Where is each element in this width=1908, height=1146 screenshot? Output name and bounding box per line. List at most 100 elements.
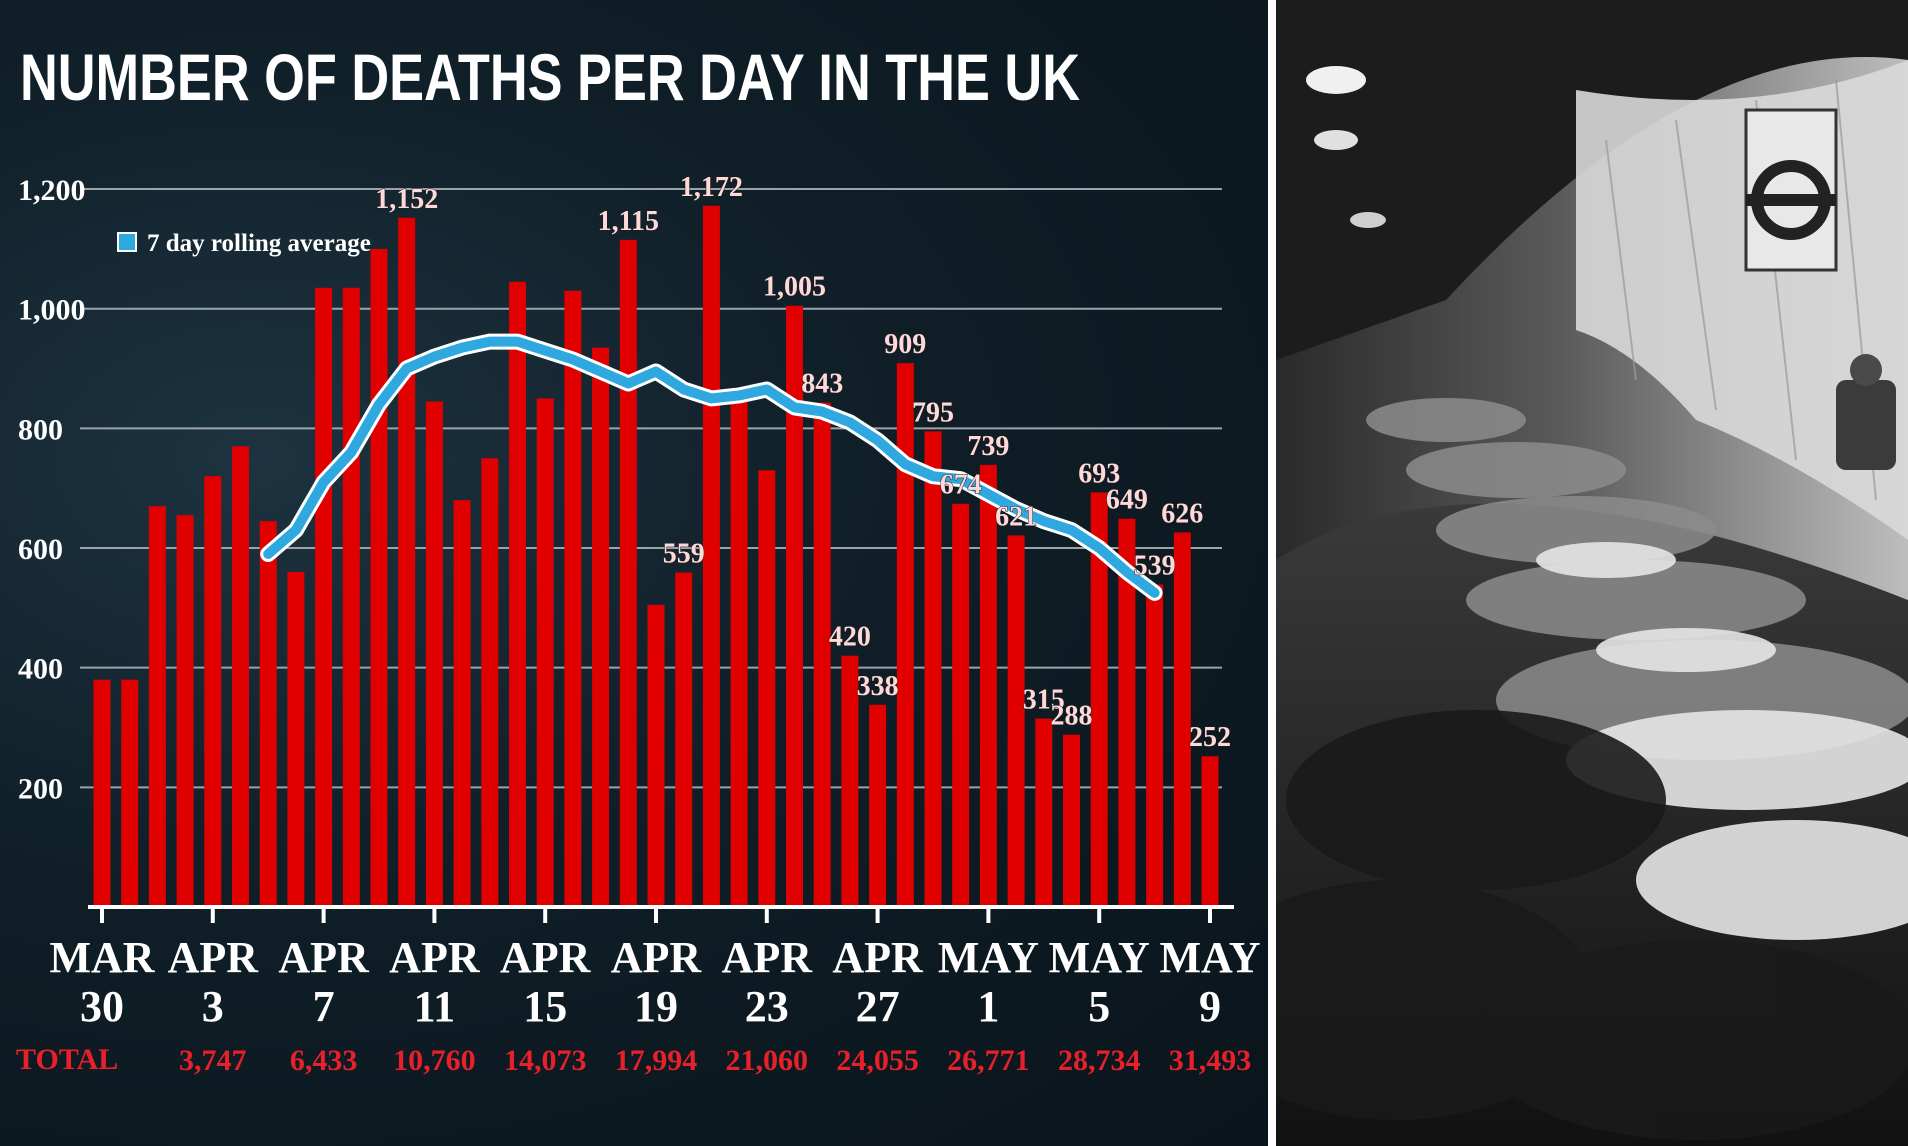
- x-tick-label-month: APR: [168, 933, 260, 982]
- data-label: 739: [967, 431, 1009, 462]
- x-tick-label-month: APR: [611, 933, 703, 982]
- bar: [592, 347, 610, 908]
- totals-row: TOTAL 3,747 6,433 10,760 14,073 17,994 21,060…: [16, 1043, 1251, 1077]
- x-tick-label-month: MAY: [938, 933, 1039, 982]
- rolling-average-series: [263, 336, 1160, 598]
- panel-divider: [1268, 0, 1276, 1146]
- total-value: 31,493: [1169, 1044, 1252, 1077]
- data-label: 1,172: [680, 172, 743, 203]
- bar: [1035, 718, 1053, 907]
- deaths-bar-chart: NUMBER OF DEATHS PER DAY IN THE UK 200 40…: [16, 40, 1260, 1077]
- x-tick-label-day: 9: [1199, 982, 1221, 1031]
- data-label: 795: [912, 397, 954, 428]
- data-labels: 1,152 1,115 559 1,172 1,005 843 420 338 909 795 67…: [375, 171, 1232, 753]
- total-value: 14,073: [504, 1044, 587, 1077]
- y-tick-label: 400: [18, 653, 63, 686]
- bar: [1146, 584, 1164, 907]
- data-label: 315: [1023, 685, 1065, 716]
- y-tick-label: 1,000: [18, 294, 86, 327]
- bar: [619, 239, 637, 907]
- bar: [952, 503, 970, 907]
- bar: [93, 679, 111, 907]
- total-value: 24,055: [836, 1044, 919, 1077]
- legend: 7 day rolling average: [117, 230, 371, 257]
- x-tick-label-day: 7: [313, 982, 335, 1031]
- data-label: 626: [1161, 498, 1203, 529]
- total-value: 28,734: [1058, 1044, 1141, 1077]
- data-label: 420: [829, 622, 871, 653]
- bar: [232, 446, 249, 907]
- bar: [398, 217, 416, 907]
- total-value: 10,760: [393, 1044, 476, 1077]
- data-label: 338: [857, 671, 899, 702]
- data-label: 1,152: [375, 184, 438, 215]
- y-tick-label: 200: [18, 772, 63, 805]
- total-value: 6,433: [290, 1044, 358, 1077]
- x-tick-label-day: 11: [414, 982, 456, 1031]
- bar: [536, 398, 554, 907]
- x-tick-label-month: APR: [389, 933, 481, 982]
- data-label: 621: [995, 501, 1037, 532]
- bar: [1090, 492, 1108, 907]
- bar: [979, 464, 997, 907]
- bar: [287, 571, 305, 907]
- x-tick-label-month: APR: [722, 933, 814, 982]
- bar: [1201, 756, 1219, 907]
- x-tick-label-month: MAY: [1159, 933, 1260, 982]
- bar: [869, 704, 887, 907]
- bar: [342, 287, 360, 907]
- legend-label: 7 day rolling average: [147, 230, 371, 257]
- data-label: 539: [1134, 551, 1176, 582]
- x-tick-label-day: 27: [856, 982, 900, 1031]
- bar: [204, 476, 222, 907]
- shelter-photo: [1276, 0, 1908, 1146]
- photo-icon: [1276, 0, 1908, 1146]
- bar: [924, 431, 942, 907]
- data-label: 843: [801, 369, 843, 400]
- data-label: 252: [1189, 722, 1231, 753]
- data-label: 1,115: [598, 206, 659, 237]
- bar: [1007, 535, 1025, 907]
- y-tick-label: 1,200: [18, 174, 86, 207]
- x-tick-label-day: 30: [80, 982, 124, 1031]
- bar: [259, 521, 277, 907]
- x-tick-label-day: 5: [1088, 982, 1110, 1031]
- x-tick-label-month: APR: [278, 933, 370, 982]
- x-tick-label-day: 23: [745, 982, 789, 1031]
- bar: [564, 290, 582, 908]
- x-tick-label-day: 3: [202, 982, 224, 1031]
- x-axis: [88, 905, 1234, 923]
- bar: [1173, 532, 1191, 907]
- x-axis-tick-labels: MAR30APR3APR7APR11APR15APR19APR23APR27MA…: [49, 933, 1260, 1031]
- bar: [896, 363, 914, 908]
- bar: [1063, 734, 1080, 907]
- bar: [370, 248, 388, 907]
- y-axis-tick-labels: 200 400 600 800 1,000 1,200: [18, 174, 86, 805]
- data-label: 649: [1106, 485, 1148, 516]
- x-tick-label-day: 19: [634, 982, 678, 1031]
- bar: [813, 402, 831, 907]
- data-label: 288: [1051, 701, 1093, 732]
- bar: [675, 572, 693, 907]
- x-tick-label-day: 15: [523, 982, 567, 1031]
- bar: [758, 470, 776, 907]
- bar: [315, 287, 333, 907]
- bar: [509, 281, 526, 907]
- x-tick-label-month: APR: [832, 933, 924, 982]
- bar: [841, 655, 859, 907]
- bar: [702, 205, 720, 907]
- bar: [148, 506, 166, 907]
- totals-label: TOTAL: [16, 1043, 118, 1076]
- chart-title: NUMBER OF DEATHS PER DAY IN THE UK: [20, 40, 1080, 114]
- y-tick-label: 800: [18, 413, 63, 446]
- total-value: 17,994: [615, 1044, 698, 1077]
- y-tick-label: 600: [18, 533, 63, 566]
- bar: [647, 604, 665, 907]
- bar: [481, 458, 499, 907]
- bar: [453, 500, 471, 907]
- bar: [786, 305, 803, 907]
- data-label: 559: [663, 539, 705, 570]
- data-label: 909: [884, 329, 926, 360]
- x-tick-label-month: MAR: [49, 933, 155, 982]
- bar: [176, 515, 194, 907]
